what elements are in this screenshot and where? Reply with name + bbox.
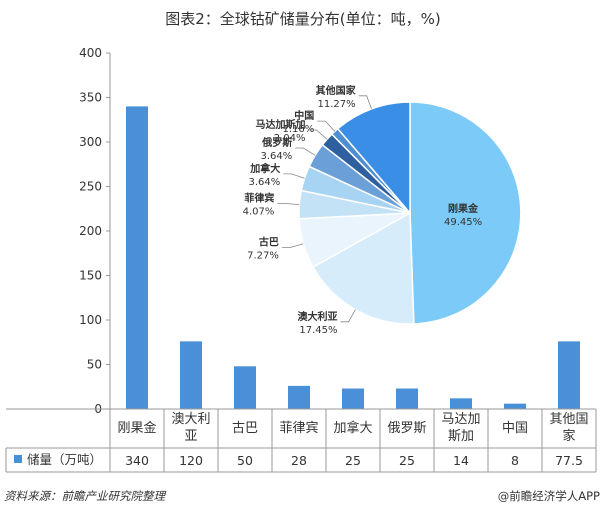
category-label: 澳大利 (171, 411, 210, 427)
pie-value: 2.04% (274, 133, 306, 144)
pie-label: 古巴 (259, 236, 279, 249)
pie-chart: 刚果金49.45%澳大利亚17.45%古巴7.27%菲律宾4.07%加拿大3.6… (243, 84, 522, 336)
pie-leader-line (283, 173, 305, 179)
bar (180, 341, 202, 409)
pie-label: 菲律宾 (244, 191, 274, 204)
category-label: 马达加 (441, 412, 480, 427)
bar (450, 398, 472, 409)
pie-leader-line (295, 147, 316, 156)
y-tick-label: 100 (79, 313, 102, 327)
source-note: 资料来源：前瞻产业研究院整理 (4, 489, 165, 503)
category-label: 斯加 (448, 429, 474, 444)
y-tick-label: 250 (79, 180, 102, 194)
category-label: 古巴 (232, 421, 258, 436)
legend-label: 储量（万吨） (27, 452, 102, 467)
category-label: 家 (562, 428, 575, 444)
table-value: 77.5 (555, 453, 583, 468)
bar (396, 388, 418, 409)
category-label: 其他国 (549, 412, 588, 427)
chart-title: 图表2：全球钴矿储量分布(单位：吨，%) (165, 10, 441, 28)
y-tick-label: 350 (79, 91, 102, 105)
category-label: 加拿大 (333, 420, 372, 436)
y-tick-label: 300 (79, 135, 102, 149)
pie-label: 加拿大 (249, 162, 280, 175)
pie-slice (409, 101, 522, 325)
table-value: 28 (291, 453, 307, 468)
table-value: 25 (345, 453, 361, 468)
pie-label: 俄罗斯 (261, 136, 292, 149)
pie-label: 马达加斯加 (255, 118, 305, 131)
pie-slice (312, 211, 415, 325)
category-label: 中国 (502, 421, 528, 436)
legend-swatch (14, 455, 22, 463)
bar (288, 385, 310, 409)
table-value: 25 (399, 453, 415, 468)
pie-value: 17.45% (299, 325, 337, 336)
pie-leader-line (340, 309, 356, 323)
table-value: 120 (179, 453, 203, 468)
y-tick-label: 400 (79, 46, 102, 60)
y-tick-label: 200 (79, 224, 102, 238)
bar (126, 106, 148, 410)
pie-leader-line (358, 95, 372, 110)
pie-label: 其他国家 (316, 84, 357, 97)
pie-slice (336, 101, 411, 216)
table-value: 14 (453, 453, 469, 468)
pie-value: 11.27% (318, 99, 356, 110)
pie-label: 中国 (294, 109, 314, 122)
bar (558, 341, 580, 409)
pie-value: 3.64% (260, 151, 292, 162)
table-value: 340 (125, 453, 149, 468)
category-label: 俄罗斯 (387, 421, 426, 436)
table-value: 8 (511, 453, 519, 468)
credit-note: @前瞻经济学人APP (497, 489, 600, 503)
y-tick-label: 50 (87, 358, 102, 372)
table-value: 50 (237, 453, 253, 468)
pie-leader-line (277, 203, 300, 205)
category-label: 亚 (184, 429, 197, 444)
y-tick-label: 150 (79, 269, 102, 283)
pie-value: 4.07% (243, 206, 275, 217)
pie-value: 49.45% (444, 217, 482, 228)
bar (234, 366, 256, 409)
pie-value: 3.64% (249, 177, 281, 188)
pie-leader-line (308, 129, 328, 140)
pie-label: 澳大利亚 (298, 310, 338, 323)
pie-value: 7.27% (247, 251, 279, 262)
category-label: 菲律宾 (279, 420, 318, 436)
pie-leader-line (281, 243, 304, 249)
category-label: 刚果金 (117, 420, 156, 436)
pie-value: 1.16% (283, 124, 315, 135)
bar (504, 403, 526, 409)
pie-label: 刚果金 (448, 202, 479, 215)
bar (342, 388, 364, 409)
pie-leader-line (317, 120, 336, 132)
